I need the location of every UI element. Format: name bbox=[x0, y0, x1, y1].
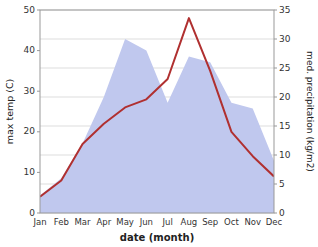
y-tick-label: 10 bbox=[24, 167, 36, 177]
y-tick bbox=[37, 131, 40, 132]
y2-tick bbox=[274, 184, 277, 185]
x-axis-label: date (month) bbox=[120, 232, 194, 243]
x-tick-label: Jan bbox=[32, 217, 46, 227]
y-tick-label: 40 bbox=[24, 45, 36, 55]
axes: 0 10 20 30 40 50 0 5 10 15 20 25 30 35 Jan Feb Mar Apr May… bbox=[24, 5, 291, 228]
y-tick bbox=[37, 50, 40, 51]
y-tick-label: 20 bbox=[24, 126, 36, 136]
y2-tick-label: 35 bbox=[279, 5, 290, 15]
y-tick-label: 50 bbox=[24, 5, 36, 15]
plot-area bbox=[40, 18, 274, 213]
y2-tick-label: 20 bbox=[279, 92, 291, 102]
x-tick-label: Feb bbox=[54, 217, 69, 227]
plot-frame bbox=[40, 10, 274, 213]
area bbox=[40, 39, 274, 213]
line bbox=[40, 18, 274, 197]
y2-tick bbox=[274, 97, 277, 98]
y2-tick-label: 5 bbox=[279, 179, 285, 189]
y2-tick bbox=[274, 155, 277, 156]
y2-tick bbox=[274, 68, 277, 69]
y2-tick-label: 0 bbox=[279, 208, 285, 218]
y2-tick-label: 25 bbox=[279, 63, 290, 73]
x-tick-label: Oct bbox=[224, 217, 239, 227]
x-tick-label: Aug bbox=[181, 217, 198, 227]
y-tick bbox=[37, 172, 40, 173]
x-tick-label: May bbox=[116, 217, 134, 227]
y2-tick bbox=[274, 213, 277, 214]
grid bbox=[40, 10, 274, 213]
y2-axis-label: med. precipitation (kg/m2) bbox=[305, 51, 315, 172]
x-tick-label: Dec bbox=[266, 217, 283, 227]
y-tick bbox=[37, 213, 40, 214]
y2-tick bbox=[274, 10, 277, 11]
x-tick-label: Jun bbox=[139, 217, 153, 227]
x-tick-label: Mar bbox=[75, 217, 92, 227]
y2-tick-label: 10 bbox=[279, 150, 291, 160]
x-tick-label: Jul bbox=[162, 217, 173, 227]
x-tick-label: Apr bbox=[96, 217, 111, 227]
y2-tick-label: 30 bbox=[279, 34, 291, 44]
y2-tick-label: 15 bbox=[279, 121, 290, 131]
grid-line bbox=[40, 39, 274, 40]
grid-line bbox=[40, 68, 274, 69]
chart-container: 0 10 20 30 40 50 0 5 10 15 20 25 30 35 Jan Feb Mar Apr May… bbox=[0, 0, 318, 247]
y-tick bbox=[37, 10, 40, 11]
chart-svg: 0 10 20 30 40 50 0 5 10 15 20 25 30 35 Jan Feb Mar Apr May… bbox=[0, 0, 318, 247]
y2-tick bbox=[274, 126, 277, 127]
x-tick-label: Sep bbox=[202, 217, 218, 227]
y2-tick bbox=[274, 39, 277, 40]
y-tick-label: 0 bbox=[29, 208, 35, 218]
y-tick bbox=[37, 91, 40, 92]
y-tick-label: 30 bbox=[24, 86, 36, 96]
x-tick-label: Nov bbox=[244, 217, 261, 227]
y-axis-label: max temp (C) bbox=[4, 79, 15, 145]
